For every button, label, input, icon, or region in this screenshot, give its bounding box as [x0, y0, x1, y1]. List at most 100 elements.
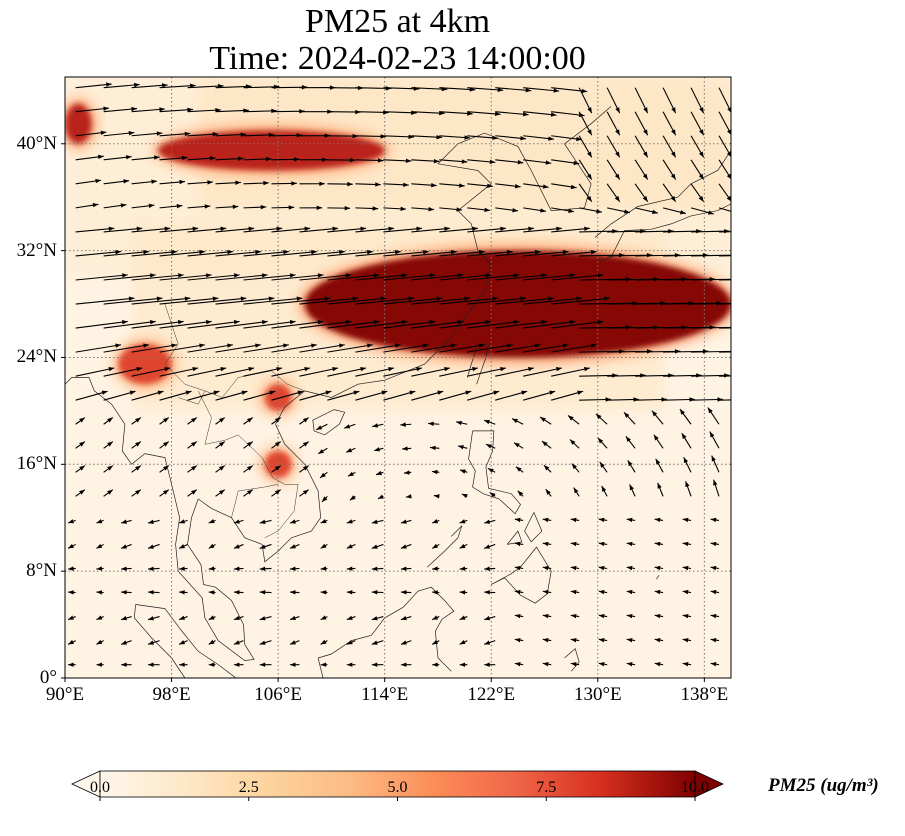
coastline-13: [524, 511, 543, 543]
wind-arrow-348: [411, 319, 464, 329]
wind-arrow-2: [121, 662, 132, 667]
wind-arrow-364: [187, 296, 247, 305]
wind-arrow-537: [327, 133, 359, 139]
wind-arrow-172: [187, 489, 198, 497]
wind-arrow-368: [299, 296, 359, 305]
wind-arrow-505: [103, 155, 132, 161]
wind-arrow-138: [570, 541, 580, 547]
wind-arrow-303: [495, 366, 534, 377]
wind-arrow-220: [187, 441, 198, 449]
wind-arrow-508: [187, 156, 216, 161]
wind-arrow-271: [271, 390, 304, 401]
wind-arrow-315: [159, 343, 206, 353]
coastline-7: [133, 604, 186, 678]
wind-arrow-352: [523, 319, 576, 329]
wind-arrow-121: [96, 543, 104, 549]
xtick-label-4: 122°E: [467, 684, 516, 705]
wind-arrow-397: [439, 273, 492, 281]
wind-arrow-460: [187, 204, 211, 209]
wind-arrow-181: [433, 494, 440, 499]
wind-arrow-257: [539, 416, 552, 425]
wind-arrow-279: [495, 390, 528, 401]
colorbar-label: PM25 (ug/m³): [768, 775, 879, 796]
wind-arrow-506: [131, 155, 160, 161]
wind-arrow-409: [103, 249, 150, 257]
wind-arrow-99: [148, 566, 160, 571]
wind-arrow-301: [439, 366, 479, 377]
wind-arrow-553: [103, 106, 138, 113]
wind-arrow-568: [523, 111, 557, 117]
wind-arrow-245: [215, 417, 226, 425]
wind-arrow-484: [187, 180, 213, 185]
wind-arrow-544: [523, 135, 554, 141]
wind-arrow-522: [578, 159, 593, 180]
wind-arrow-521: [551, 159, 580, 166]
wind-arrow-87: [484, 590, 496, 595]
wind-arrow-236: [625, 436, 636, 449]
wind-arrow-281: [551, 390, 584, 401]
wind-arrow-432: [75, 226, 115, 233]
wind-arrow-325: [439, 343, 485, 353]
wind-arrow-414: [243, 249, 289, 257]
wind-arrow-434: [131, 226, 171, 233]
wind-arrow-578: [131, 83, 168, 89]
wind-arrow-96: [68, 566, 76, 571]
wind-arrow-169: [103, 489, 114, 497]
wind-arrow-159: [484, 519, 496, 524]
wind-arrow-242: [131, 417, 142, 425]
wind-arrow-448: [523, 226, 562, 233]
wind-arrow-118: [682, 565, 692, 571]
wind-arrow-326: [467, 343, 513, 353]
wind-arrow-22: [682, 662, 692, 667]
border-1: [197, 390, 299, 539]
wind-arrow-417: [327, 249, 373, 257]
coastline-14: [506, 530, 523, 545]
wind-arrow-412: [187, 249, 233, 257]
wind-arrow-294: [243, 366, 283, 377]
wind-arrow-383: [719, 303, 731, 305]
wind-arrow-117: [654, 565, 664, 571]
wind-arrow-249: [316, 423, 328, 431]
wind-arrow-42: [570, 637, 580, 643]
wind-arrow-496: [523, 183, 549, 189]
wind-arrow-439: [271, 226, 311, 233]
wind-arrow-481: [103, 179, 130, 185]
wind-arrow-470: [467, 207, 491, 213]
wind-arrow-396: [411, 273, 464, 281]
wind-arrow-79: [259, 590, 272, 595]
colorbar-gradient: [99, 770, 696, 798]
wind-arrow-411: [159, 249, 205, 257]
wind-arrow-416: [299, 249, 345, 257]
wind-arrow-425: [551, 249, 597, 257]
wind-arrow-554: [131, 107, 165, 113]
wind-arrow-384: [75, 273, 128, 281]
wind-arrow-346: [355, 319, 408, 329]
wind-arrow-340: [187, 319, 240, 329]
coastline-17: [656, 575, 660, 580]
coastline-0: [304, 106, 612, 398]
wind-arrow-132: [400, 543, 412, 549]
wind-arrow-373: [439, 296, 499, 305]
wind-arrow-48: [67, 615, 76, 621]
wind-arrow-234: [569, 439, 580, 449]
wind-arrow-369: [327, 296, 387, 305]
wind-arrow-130: [346, 543, 356, 549]
wind-arrow-367: [271, 296, 331, 305]
wind-arrow-305: [551, 366, 590, 377]
wind-arrow-80: [289, 590, 300, 595]
wind-arrow-165: [654, 517, 664, 523]
wind-arrow-182: [461, 493, 468, 499]
wind-arrow-523: [606, 159, 621, 180]
wind-arrow-254: [456, 420, 468, 426]
wind-arrow-194: [131, 465, 142, 473]
wind-arrow-225: [317, 447, 328, 455]
wind-arrow-501: [662, 183, 677, 203]
wind-arrow-424: [523, 249, 569, 257]
wind-arrow-329: [551, 343, 597, 353]
wind-arrow-89: [542, 589, 552, 595]
wind-arrow-93: [654, 589, 664, 595]
cb-tick-label-4: 10.0: [681, 779, 709, 796]
wind-arrow-215: [711, 455, 720, 473]
wind-arrow-388: [187, 273, 240, 281]
wind-arrow-393: [327, 273, 380, 281]
